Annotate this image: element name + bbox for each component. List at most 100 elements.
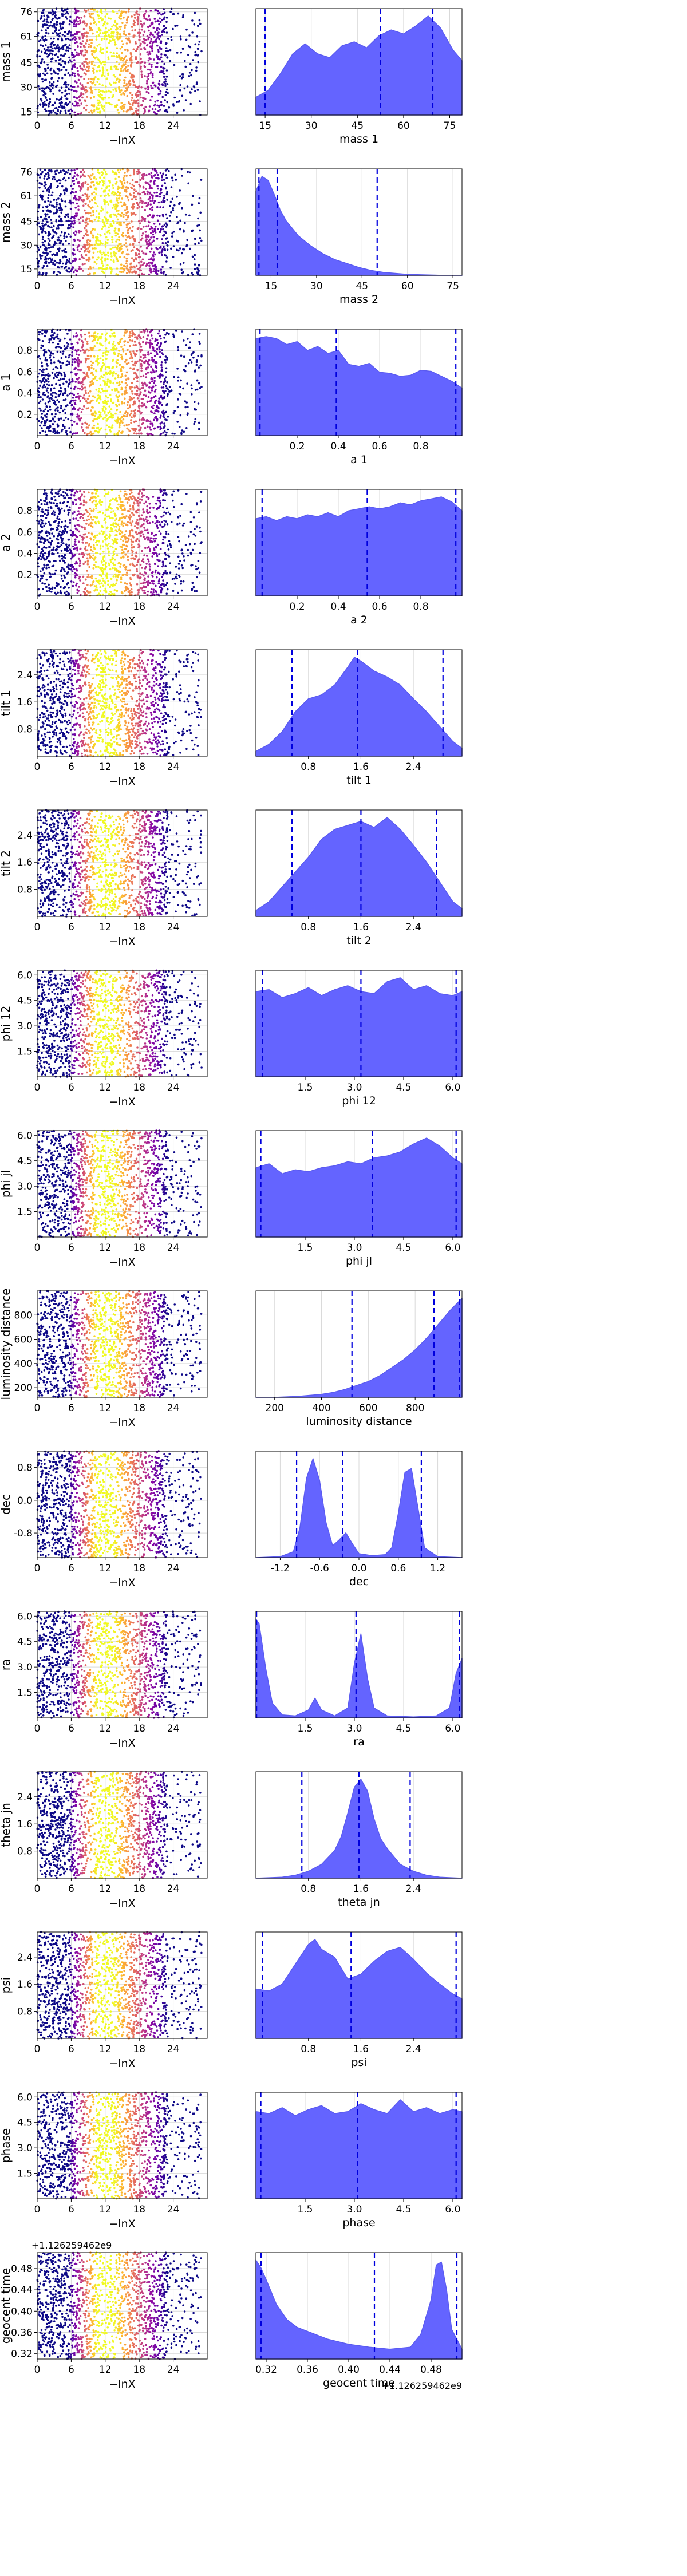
trace-sample-point [94,236,97,239]
trace-sample-point [77,23,80,26]
trace-sample-point [117,376,120,379]
trace-sample-point [88,335,91,338]
trace-sample-point [139,172,141,174]
trace-sample-point [73,105,76,107]
trace-sample-point [114,25,117,27]
trace-sample-point [135,257,137,259]
trace-sample-point [129,268,132,271]
trace-sample-point [144,231,147,233]
trace-sample-point [67,12,69,15]
trace-sample-point [130,212,133,214]
trace-sample-point [93,64,96,66]
trace-sample-point [130,262,132,265]
trace-sample-point [92,432,95,435]
trace-sample-point [136,181,139,183]
trace-sample-point [158,530,161,532]
trace-sample-point [191,88,193,90]
trace-sample-point [42,72,45,75]
trace-sample-point [109,90,112,93]
trace-sample-point [40,515,42,517]
trace-sample-point [132,429,135,432]
trace-sample-point [56,333,59,336]
trace-sample-point [117,54,120,57]
trace-sample-point [78,38,81,40]
trace-sample-point [58,432,61,434]
trace-sample-point [108,367,111,370]
trace-sample-point [96,81,98,83]
trace-sample-point [57,56,60,58]
trace-sample-point [45,260,48,263]
trace-sample-point [90,349,93,351]
trace-sample-point [145,39,148,41]
trace-sample-point [52,337,55,339]
trace-sample-point [109,103,112,105]
trace-sample-point [65,86,68,89]
trace-sample-point [123,256,126,259]
trace-sample-point [99,50,101,53]
trace-sample-point [151,208,153,211]
trace-sample-point [161,254,164,256]
trace-sample-point [137,248,140,251]
trace-sample-point [58,89,61,92]
trace-sample-point [148,25,151,27]
trace-sample-point [149,346,152,349]
trace-sample-point [41,413,43,415]
trace-sample-point [92,234,94,237]
trace-sample-point [78,36,81,39]
trace-sample-point [165,109,168,111]
trace-sample-point [76,582,78,585]
trace-sample-point [66,259,69,262]
trace-sample-point [154,103,156,106]
trace-sample-point [144,193,147,195]
trace-sample-point [42,94,45,97]
trace-sample-point [119,89,121,92]
trace-sample-point [64,192,66,195]
trace-sample-point [69,217,72,220]
trace-sample-point [57,379,60,381]
trace-sample-point [173,336,175,338]
trace-sample-point [42,371,45,373]
trace-sample-point [95,242,97,244]
trace-sample-point [59,234,62,237]
trace-sample-point [135,373,138,376]
trace-sample-point [142,336,145,338]
trace-sample-point [121,60,124,62]
trace-sample-point [145,366,148,369]
trace-sample-point [94,88,97,91]
trace-sample-point [92,266,95,269]
trace-sample-point [199,364,202,367]
trace-sample-point [139,185,141,188]
trace-sample-point [126,264,128,267]
trace-sample-point [49,101,52,104]
trace-sample-point [135,86,137,88]
trace-sample-point [65,417,67,419]
trace-sample-point [106,22,109,25]
trace-sample-point [115,89,117,92]
trace-sample-point [161,184,164,187]
trace-sample-point [118,496,120,499]
trace-sample-point [133,171,135,173]
trace-sample-point [110,400,112,402]
trace-sample-point [115,23,118,25]
trace-sample-point [178,393,181,395]
trace-sample-point [181,94,184,97]
trace-sample-point [92,554,94,557]
trace-sample-point [56,261,58,264]
trace-sample-point [107,412,109,414]
trace-sample-point [48,203,51,206]
trace-sample-point [97,111,99,113]
trace-sample-point [161,176,163,179]
trace-sample-point [73,169,76,172]
trace-sample-point [90,181,93,184]
posterior-x-tick-label: 0.8 [413,441,428,452]
trace-sample-point [89,22,92,25]
trace-sample-point [169,10,172,13]
trace-sample-point [98,43,101,46]
trace-sample-point [89,430,92,433]
trace-sample-point [39,255,42,258]
trace-sample-point [58,361,61,364]
trace-sample-point [180,51,183,54]
trace-sample-point [64,53,66,55]
trace-sample-point [41,340,44,342]
trace-sample-point [158,376,161,378]
